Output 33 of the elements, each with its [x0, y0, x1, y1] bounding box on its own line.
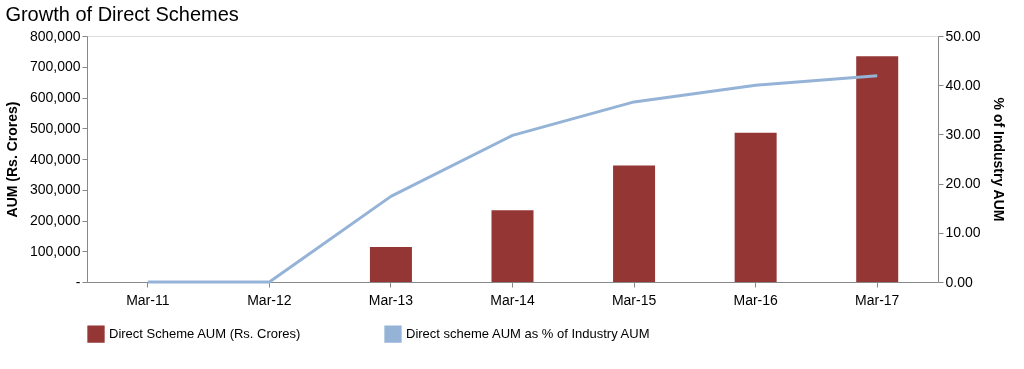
x-tick-label: Mar-17 [855, 291, 900, 308]
bar [856, 56, 899, 282]
y2-axis-title: % of Industry AUM [990, 97, 1007, 222]
bar [369, 246, 412, 282]
bar [491, 210, 534, 282]
y-tick-label: 400,000 [29, 150, 81, 167]
y-axis-title: AUM (Rs. Crores) [3, 101, 20, 218]
y-tick-label: - [75, 273, 81, 290]
y2-tick-label: 10.00 [945, 224, 981, 241]
legend-label: Direct scheme AUM as % of Industry AUM [406, 326, 650, 342]
x-tick-label: Mar-16 [733, 291, 779, 308]
line-series [146, 74, 879, 284]
y2-tick-label: 20.00 [945, 175, 981, 192]
bar [734, 132, 777, 282]
y2-tick-label: 30.00 [945, 125, 981, 142]
x-tick-label: Mar-15 [611, 291, 657, 308]
y-tick-label: 700,000 [29, 58, 81, 75]
y2-tick-label: 0.00 [945, 273, 973, 290]
y2-tick-label: 50.00 [945, 27, 981, 44]
y2-tick-label: 40.00 [945, 76, 981, 93]
x-tick-label: Mar-12 [247, 291, 292, 308]
chart-title: Growth of Direct Schemes [5, 3, 239, 25]
bar [613, 165, 656, 282]
y-tick-label: 500,000 [29, 119, 81, 136]
y-tick-label: 100,000 [29, 242, 81, 259]
legend-label: Direct Scheme AUM (Rs. Crores) [109, 326, 301, 342]
x-tick-label: Mar-14 [490, 291, 535, 308]
y-tick-label: 300,000 [29, 181, 81, 198]
y-tick-label: 600,000 [29, 89, 81, 105]
x-tick-label: Mar-11 [126, 291, 170, 308]
y-tick-label: 200,000 [29, 212, 81, 228]
x-tick-label: Mar-13 [368, 291, 414, 308]
y-tick-label: 800,000 [29, 27, 81, 44]
